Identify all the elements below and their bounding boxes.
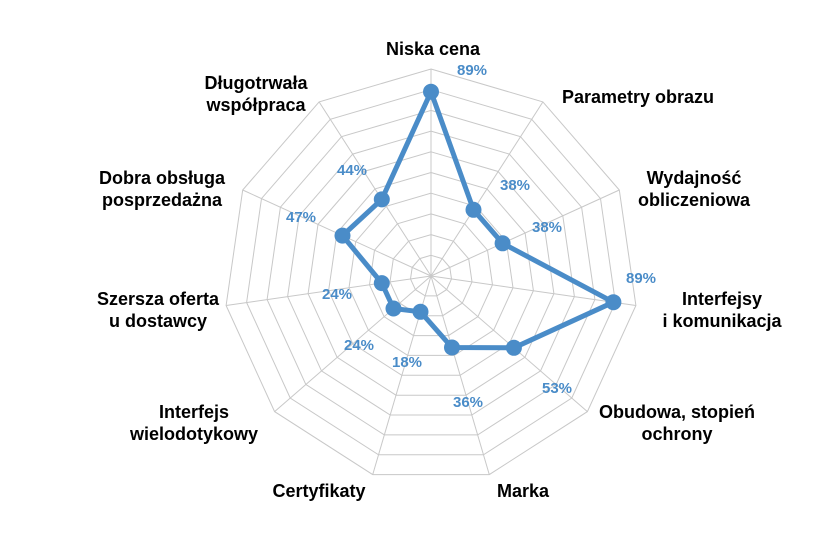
category-label: Interfejs wielodotykowy — [129, 402, 258, 444]
category-label: Interfejsy i komunikacja — [662, 289, 782, 331]
data-point — [334, 227, 351, 244]
grid-ring — [328, 171, 534, 376]
value-label: 18% — [392, 354, 422, 371]
value-label: 24% — [322, 286, 352, 303]
grid-ring — [389, 234, 473, 317]
data-point — [494, 235, 511, 252]
value-label: 36% — [453, 394, 483, 411]
grid-ring — [246, 89, 616, 456]
data-point — [465, 201, 482, 218]
data-point — [605, 294, 622, 311]
value-label: 38% — [500, 177, 530, 194]
grid-ring — [287, 130, 575, 416]
data-point — [373, 275, 390, 292]
grid-ring — [368, 213, 494, 337]
category-label: Wydajność obliczeniowa — [638, 168, 751, 210]
data-point — [505, 339, 522, 356]
grid-spoke — [274, 275, 432, 412]
category-label: Długotrwała współpraca — [204, 73, 308, 115]
grid-spoke — [430, 101, 544, 277]
data-point — [373, 191, 390, 208]
category-label: Szersza oferta u dostawcy — [97, 289, 220, 331]
category-label: Marka — [497, 481, 550, 501]
data-point — [412, 303, 429, 320]
category-label: Niska cena — [386, 39, 481, 59]
grid-spoke — [430, 275, 636, 306]
value-label: 24% — [344, 337, 374, 354]
value-label: 38% — [532, 219, 562, 236]
category-label: Dobra obsługa posprzedażna — [99, 168, 226, 210]
value-labels: 89% 38% 38% 89% 53% 36% 18% 24% 24% 47% 44% — [286, 62, 656, 411]
value-label: 53% — [542, 380, 572, 397]
value-label: 89% — [457, 62, 487, 79]
grid-ring — [225, 68, 637, 476]
category-label: Certyfikaty — [272, 481, 365, 501]
grid-spoke — [430, 189, 620, 277]
grid-spoke — [226, 275, 432, 306]
category-labels: Niska cena Parametry obrazu Wydajność oblic… — [97, 39, 783, 501]
series-line — [340, 89, 616, 351]
grid-ring — [307, 151, 555, 396]
radar-series — [334, 83, 622, 356]
data-point — [385, 300, 402, 317]
category-label: Obudowa, stopień ochrony — [599, 402, 755, 444]
data-point — [423, 83, 439, 100]
value-label: 47% — [286, 209, 316, 226]
value-label: 44% — [337, 162, 367, 179]
category-label: Parametry obrazu — [562, 87, 714, 107]
grid-spoke — [318, 101, 432, 277]
grid-spoke — [430, 275, 490, 475]
value-label: 89% — [626, 270, 656, 287]
grid-ring — [409, 254, 453, 297]
radar-grid — [225, 68, 637, 476]
grid-ring — [266, 109, 596, 436]
data-point — [444, 339, 460, 356]
